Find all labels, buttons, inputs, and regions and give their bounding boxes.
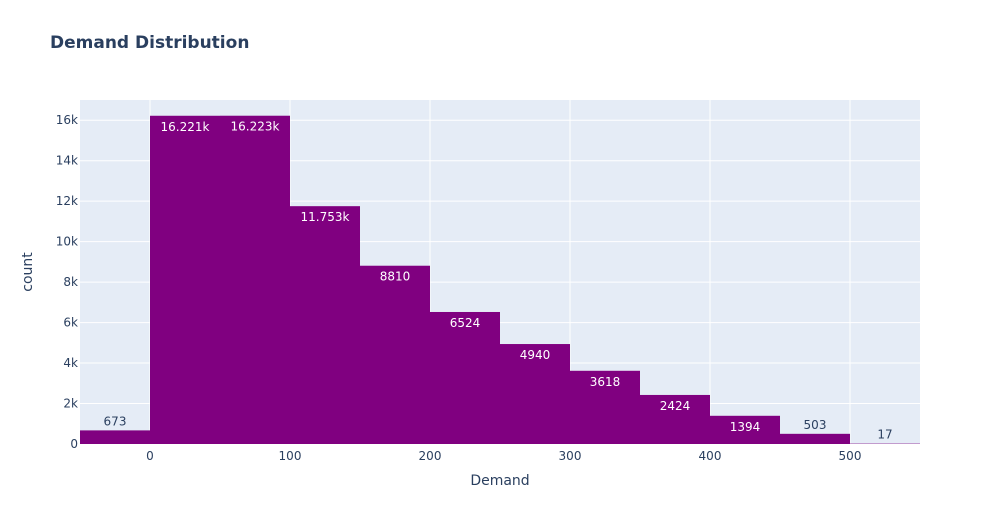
- bar-value-label: 2424: [660, 399, 691, 413]
- y-tick-label: 14k: [56, 154, 78, 168]
- y-tick-label: 12k: [56, 194, 78, 208]
- bar-value-label: 16.221k: [161, 120, 210, 134]
- bar-value-label: 1394: [730, 420, 761, 434]
- histogram-bar: [640, 394, 710, 444]
- histogram-bar: [570, 370, 640, 444]
- y-tick-label: 10k: [56, 235, 78, 249]
- histogram-bar: [220, 115, 290, 444]
- x-tick-label: 400: [699, 449, 722, 463]
- x-axis-ticks: 0 100 200 300 400 500: [146, 449, 861, 463]
- y-tick-label: 4k: [63, 356, 78, 370]
- y-axis-ticks: 0 2k 4k 6k 8k 10k 12k 14k 16k: [56, 113, 78, 451]
- bar-value-label: 503: [804, 418, 827, 432]
- histogram-bar: [290, 206, 360, 444]
- bar-labels: 673 16.221k 16.223k 11.753k 8810 6524 4940 3618…: [104, 120, 893, 442]
- x-tick-label: 100: [279, 449, 302, 463]
- bar-value-label: 673: [104, 414, 127, 428]
- y-tick-label: 16k: [56, 113, 78, 127]
- x-tick-label: 300: [559, 449, 582, 463]
- histogram-bar: [500, 344, 570, 444]
- histogram-bar: [360, 265, 430, 444]
- histogram-bar: [780, 433, 850, 444]
- bar-value-label: 8810: [380, 270, 411, 284]
- histogram-bar: [80, 430, 150, 444]
- histogram-bar: [150, 115, 220, 444]
- x-tick-label: 0: [146, 449, 154, 463]
- histogram-bar: [710, 415, 780, 444]
- bars: [80, 115, 920, 444]
- x-tick-label: 200: [419, 449, 442, 463]
- bar-value-label: 3618: [590, 375, 621, 389]
- bar-value-label: 4940: [520, 348, 551, 362]
- histogram-bar: [430, 311, 500, 444]
- chart-title: Demand Distribution: [50, 33, 250, 53]
- y-tick-label: 0: [70, 437, 78, 451]
- x-tick-label: 500: [839, 449, 862, 463]
- bar-value-label: 17: [877, 428, 892, 442]
- bar-value-label: 6524: [450, 316, 481, 330]
- y-tick-label: 8k: [63, 275, 78, 289]
- y-tick-label: 2k: [63, 397, 78, 411]
- y-tick-label: 6k: [63, 316, 78, 330]
- bar-value-label: 16.223k: [231, 120, 280, 134]
- y-axis-title: count: [20, 252, 36, 292]
- bar-value-label: 11.753k: [301, 210, 350, 224]
- x-axis-title: Demand: [470, 473, 529, 489]
